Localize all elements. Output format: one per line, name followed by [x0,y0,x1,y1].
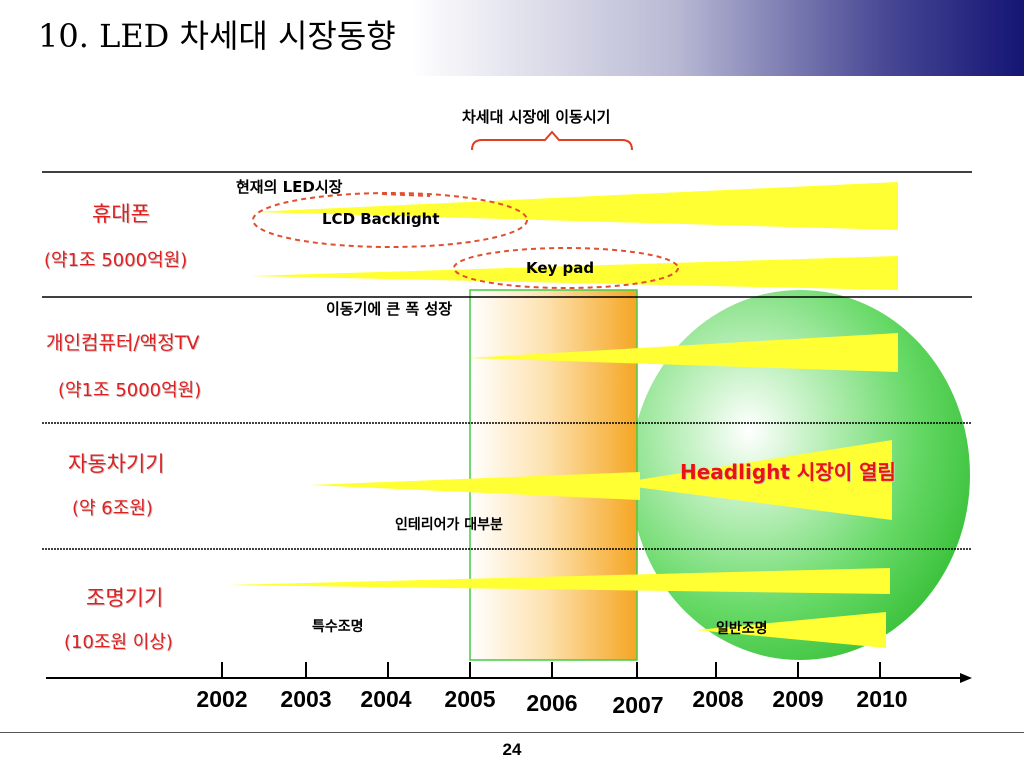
item-keypad: Key pad [526,259,595,277]
row-size-lighting: (10조원 이상) [64,632,173,653]
timeline-arrow [960,673,972,683]
item-mobile-growth: 이동기에 큰 폭 성장 [326,300,453,318]
year-label: 2010 [856,686,908,712]
year-label: 2005 [444,686,496,712]
current-market-label: 현재의 LED시장 [236,178,343,196]
slide-title: 10. LED 차세대 시장동향 [38,17,396,55]
wedge-keypad [250,256,898,290]
row-size-pc-tv: (약1조 5000억원) [58,380,202,401]
row-name-lighting: 조명기기 [86,586,164,610]
item-lcd-backlight: LCD Backlight [322,210,440,228]
year-label: 2004 [360,686,412,712]
wedge-auto-interior [310,472,640,500]
row-name-mobile: 휴대폰 [92,202,150,226]
lcd-backlight-ellipse [252,192,528,248]
footer-divider [0,732,1024,733]
row-size-mobile: (약1조 5000억원) [44,250,188,271]
general-lighting-label: 일반조명 [716,621,768,637]
row-size-auto: (약 6조원) [72,498,153,519]
wedge-pc-tv [468,333,898,372]
headlight-market-label: Headlight 시장이 열림 [680,460,896,484]
top-brace [471,130,633,151]
wedge-headlight [612,440,892,520]
year-label: 2006 [526,690,578,716]
row-name-auto: 자동차기기 [68,452,165,476]
keypad-ellipse [453,247,679,289]
year-label: 2003 [280,686,332,712]
wedge-lcd-backlight [252,182,898,230]
year-label: 2007 [612,692,664,718]
item-interior: 인테리어가 대부분 [395,517,503,533]
title-bar [0,0,1024,76]
year-label: 2009 [772,686,824,712]
wedge-general-lighting [696,612,886,648]
year-label: 2002 [196,686,248,712]
year-label: 2008 [692,686,744,712]
row-name-pc-tv: 개인컴퓨터/액정TV [46,332,200,354]
top-caption: 차세대 시장에 이동시기 [462,108,611,126]
wedge-lighting [228,568,890,594]
item-special-lighting: 특수조명 [312,619,364,635]
page-number: 24 [502,740,522,759]
